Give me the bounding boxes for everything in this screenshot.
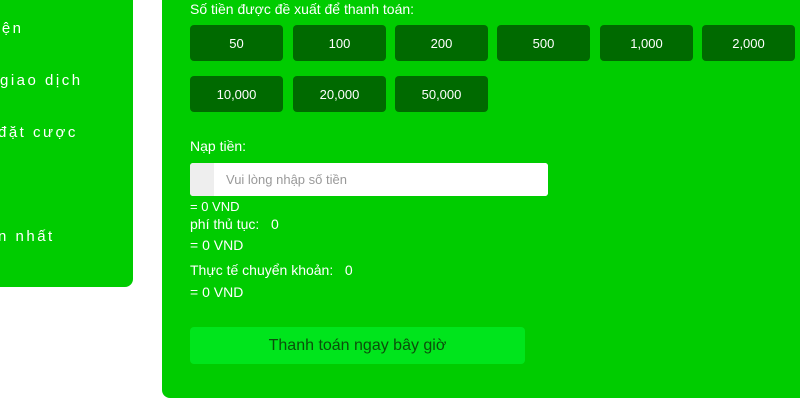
sidebar-item-transactions[interactable]: giao dịch [0, 72, 83, 89]
amount-button-2000[interactable]: 2,000 [702, 25, 795, 61]
actual-transfer-row: Thực tế chuyển khoản: 0 [190, 262, 353, 278]
sidebar-item-latest[interactable]: n nhất [0, 228, 55, 245]
amount-button-20000[interactable]: 20,000 [293, 76, 386, 112]
actual-transfer-vnd: = 0 VND [190, 284, 244, 300]
amount-button-50000[interactable]: 50,000 [395, 76, 488, 112]
fee-value: 0 [270, 216, 279, 232]
sidebar-item-bets[interactable]: đặt cược [0, 124, 78, 141]
sidebar: iện giao dịch đặt cược n nhất [0, 0, 133, 287]
amount-button-100[interactable]: 100 [293, 25, 386, 61]
deposit-label: Nạp tiền: [190, 138, 247, 154]
actual-transfer-value: 0 [344, 262, 353, 278]
amount-button-500[interactable]: 500 [497, 25, 590, 61]
amount-button-50[interactable]: 50 [190, 25, 283, 61]
deposit-input-group [190, 163, 548, 196]
fee-row: phí thủ tục: 0 [190, 216, 279, 232]
amount-button-1000[interactable]: 1,000 [600, 25, 693, 61]
pay-now-button[interactable]: Thanh toán ngay bây giờ [190, 327, 525, 364]
actual-transfer-label: Thực tế chuyển khoản: [190, 262, 334, 278]
amount-button-200[interactable]: 200 [395, 25, 488, 61]
deposit-amount-input[interactable] [214, 163, 548, 196]
deposit-vnd: = 0 VND [190, 199, 240, 214]
sidebar-item[interactable]: iện [0, 20, 24, 37]
fee-vnd: = 0 VND [190, 237, 244, 253]
input-addon [190, 163, 214, 196]
fee-label: phí thủ tục: [190, 216, 260, 232]
suggested-amounts-title: Số tiền được đề xuất để thanh toán: [190, 1, 415, 17]
amount-button-10000[interactable]: 10,000 [190, 76, 283, 112]
payment-panel: Số tiền được đề xuất để thanh toán: 50 1… [162, 0, 800, 398]
